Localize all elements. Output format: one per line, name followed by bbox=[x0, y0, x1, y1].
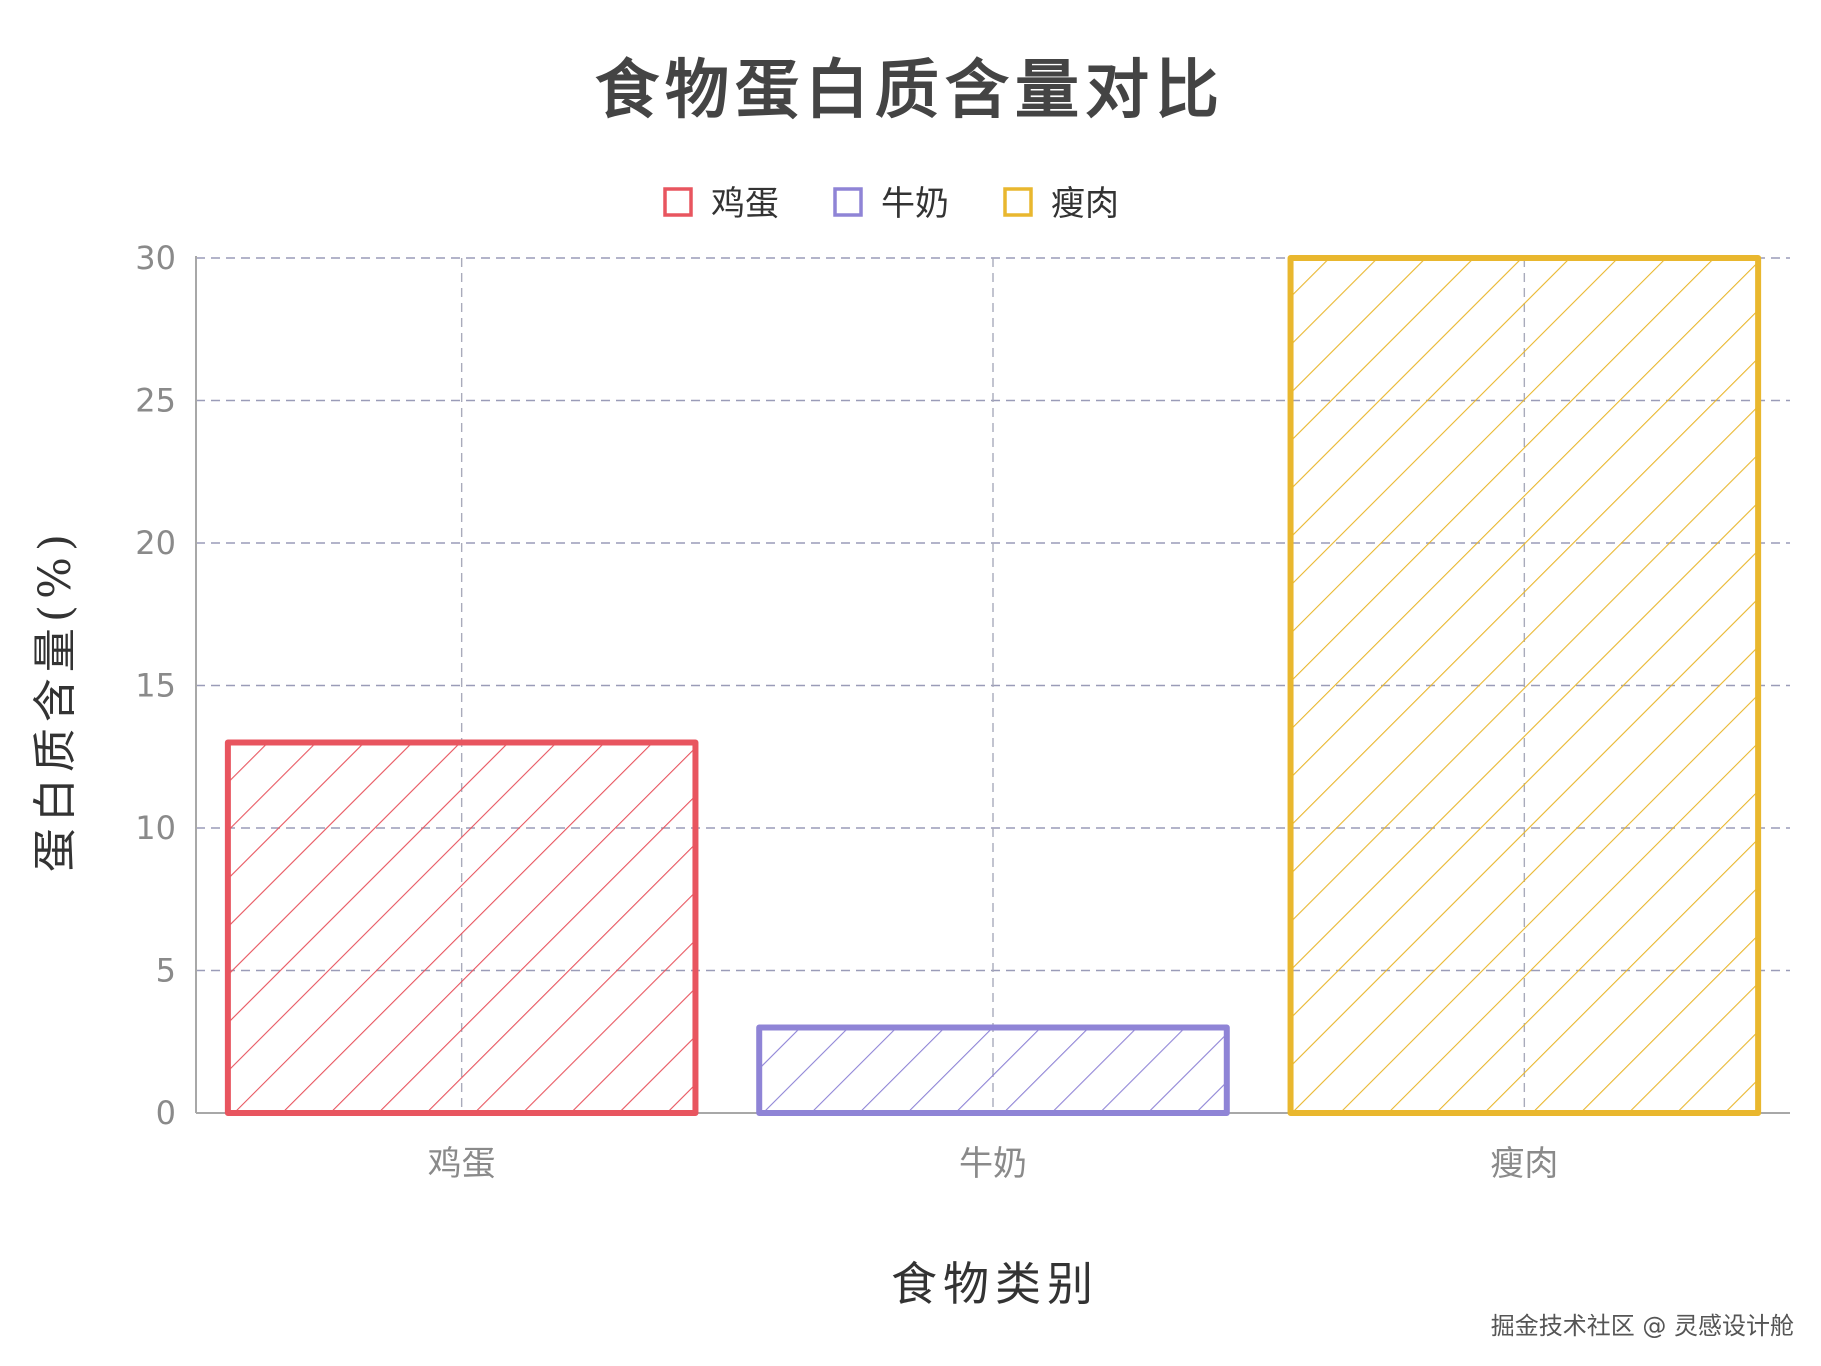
legend-label: 瘦肉 bbox=[1051, 184, 1119, 224]
chart-title: 食物蛋白质含量对比 bbox=[595, 53, 1225, 128]
x-tick-label: 瘦肉 bbox=[1490, 1144, 1558, 1184]
x-tick-label: 鸡蛋 bbox=[428, 1144, 496, 1184]
legend: 鸡蛋 牛奶 瘦肉 bbox=[663, 184, 1119, 224]
bars bbox=[224, 255, 1762, 1116]
legend-label: 鸡蛋 bbox=[711, 184, 779, 224]
legend-item: 牛奶 bbox=[833, 184, 949, 224]
y-tick-label: 15 bbox=[135, 667, 176, 705]
legend-swatch bbox=[1003, 187, 1033, 217]
bar-2 bbox=[756, 1024, 1230, 1116]
bar-3 bbox=[1287, 255, 1762, 1116]
y-tick-label: 20 bbox=[135, 524, 176, 562]
y-tick-label: 10 bbox=[135, 809, 176, 847]
legend-item: 瘦肉 bbox=[1003, 184, 1119, 224]
y-tick-label: 25 bbox=[135, 382, 176, 420]
tick-labels: 0 5 10 15 20 25 30 鸡蛋 牛奶 瘦肉 bbox=[135, 239, 1558, 1184]
legend-swatch bbox=[663, 187, 693, 217]
legend-label: 牛奶 bbox=[881, 184, 949, 224]
y-tick-label: 0 bbox=[156, 1094, 176, 1132]
y-axis-label: 蛋白质含量(%) bbox=[30, 528, 81, 872]
watermark: 掘金技术社区 @ 灵感设计舱 bbox=[1491, 1312, 1794, 1340]
x-axis-label: 食物类别 bbox=[891, 1257, 1099, 1311]
y-tick-label: 5 bbox=[156, 952, 176, 990]
legend-item: 鸡蛋 bbox=[663, 184, 779, 224]
x-tick-label: 牛奶 bbox=[959, 1144, 1027, 1184]
legend-swatch bbox=[833, 187, 863, 217]
bar-1 bbox=[224, 739, 699, 1116]
y-tick-label: 30 bbox=[135, 239, 176, 277]
